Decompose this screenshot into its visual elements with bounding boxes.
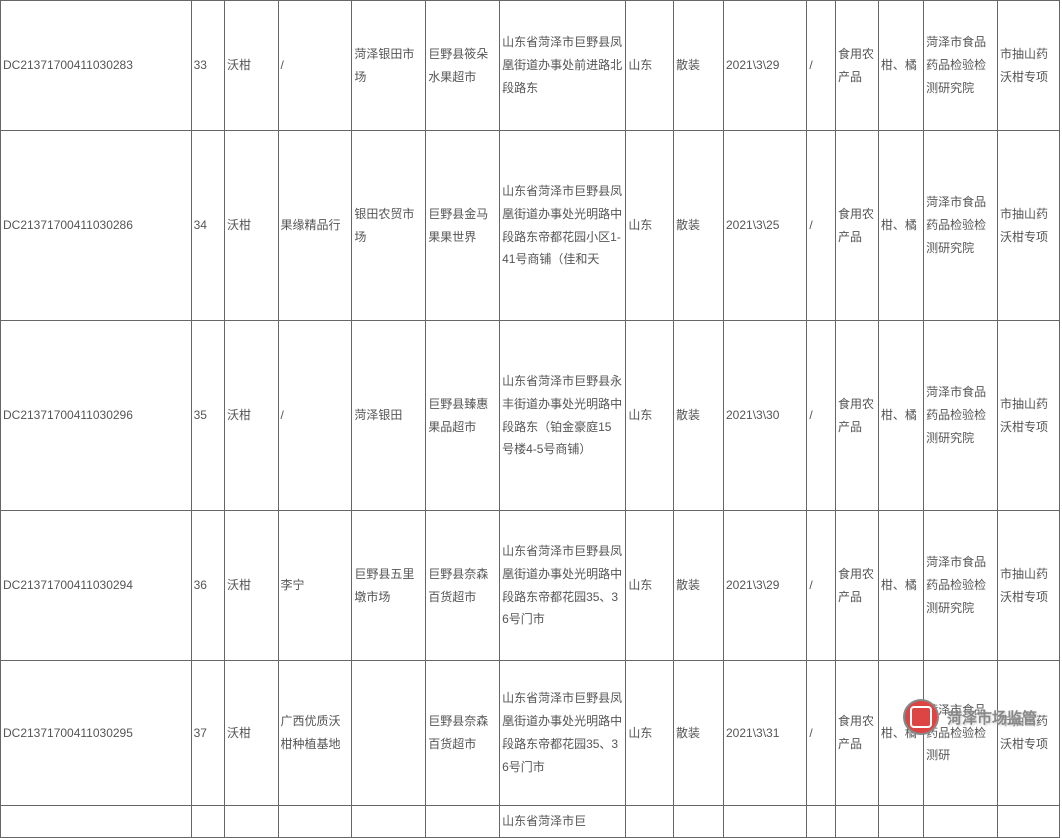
table-cell: 市抽山药沃柑专项 <box>997 131 1059 321</box>
table-row: DC2137170041103028634沃柑果缘精品行银田农贸市场巨野县金马果… <box>1 131 1060 321</box>
table-cell: 2021\3\25 <box>724 131 807 321</box>
table-cell <box>352 661 426 806</box>
table-cell: DC21371700411030294 <box>1 511 192 661</box>
table-cell: 2021\3\29 <box>724 511 807 661</box>
table-cell <box>835 806 878 838</box>
table-cell: 山东省菏泽市巨野县凤凰街道办事处前进路北段路东 <box>500 1 626 131</box>
table-cell <box>997 806 1059 838</box>
table-cell: 食用农产品 <box>835 661 878 806</box>
table-cell: 食用农产品 <box>835 1 878 131</box>
table-cell: DC21371700411030295 <box>1 661 192 806</box>
table-cell: 37 <box>191 661 224 806</box>
table-cell: 山东 <box>626 1 674 131</box>
table-cell: 散装 <box>673 321 723 511</box>
table-cell: 市抽山药沃柑专项 <box>997 1 1059 131</box>
table-cell: 菏泽银田市场 <box>352 1 426 131</box>
table-cell: 山东省菏泽市巨野县凤凰街道办事处光明路中段路东帝都花园小区1-41号商铺（佳和天 <box>500 131 626 321</box>
table-cell: 巨野县筱朵水果超市 <box>426 1 500 131</box>
table-cell: 2021\3\31 <box>724 661 807 806</box>
table-cell: 银田农贸市场 <box>352 131 426 321</box>
table-cell: 沃柑 <box>224 1 278 131</box>
table-cell <box>1 806 192 838</box>
table-cell: 34 <box>191 131 224 321</box>
table-cell: DC21371700411030283 <box>1 1 192 131</box>
watermark-overlay: 菏泽市场监管 <box>893 694 1047 740</box>
table-cell <box>278 806 352 838</box>
table-cell: 36 <box>191 511 224 661</box>
table-cell: / <box>807 131 836 321</box>
watermark-name: 菏泽市场监管 <box>947 707 1037 728</box>
table-cell: DC21371700411030296 <box>1 321 192 511</box>
table-cell: 山东省菏泽市巨 <box>500 806 626 838</box>
table-cell: 柑、橘 <box>878 511 923 661</box>
table-cell: / <box>807 321 836 511</box>
table-cell: 沃柑 <box>224 321 278 511</box>
table-cell: DC21371700411030286 <box>1 131 192 321</box>
table-cell: 食用农产品 <box>835 511 878 661</box>
table-cell: 35 <box>191 321 224 511</box>
table-cell: 果缘精品行 <box>278 131 352 321</box>
table-cell: 菏泽市食品药品检验检测研究院 <box>924 511 998 661</box>
table-cell: 沃柑 <box>224 511 278 661</box>
table-cell: / <box>278 321 352 511</box>
table-cell: 山东 <box>626 321 674 511</box>
watermark-avatar <box>903 699 939 735</box>
table-cell: 山东 <box>626 661 674 806</box>
table-cell <box>924 806 998 838</box>
table-cell: 山东省菏泽市巨野县凤凰街道办事处光明路中段路东帝都花园35、36号门市 <box>500 511 626 661</box>
table-cell: 山东 <box>626 131 674 321</box>
table-cell <box>191 806 224 838</box>
table-cell: 菏泽市食品药品检验检测研究院 <box>924 131 998 321</box>
table-cell: 山东省菏泽市巨野县永丰街道办事处光明路中段路东（铂金豪庭15号楼4-5号商铺） <box>500 321 626 511</box>
table-cell: 散装 <box>673 661 723 806</box>
table-cell: 柑、橘 <box>878 1 923 131</box>
table-cell: 沃柑 <box>224 661 278 806</box>
table-cell: 沃柑 <box>224 131 278 321</box>
table-cell: 市抽山药沃柑专项 <box>997 321 1059 511</box>
table-cell <box>878 806 923 838</box>
table-cell <box>673 806 723 838</box>
table-cell: 山东省菏泽市巨野县凤凰街道办事处光明路中段路东帝都花园35、36号门市 <box>500 661 626 806</box>
table-cell <box>807 806 836 838</box>
table-cell <box>626 806 674 838</box>
table-cell: 李宁 <box>278 511 352 661</box>
table-cell: 巨野县奈森百货超市 <box>426 511 500 661</box>
table-cell: 散装 <box>673 1 723 131</box>
table-cell: 食用农产品 <box>835 131 878 321</box>
table-cell: 散装 <box>673 131 723 321</box>
table-row: DC2137170041103028333沃柑/菏泽银田市场巨野县筱朵水果超市山… <box>1 1 1060 131</box>
table-cell: 山东 <box>626 511 674 661</box>
table-cell: 巨野县五里墩市场 <box>352 511 426 661</box>
table-cell: / <box>807 511 836 661</box>
table-cell: / <box>807 1 836 131</box>
table-cell: 菏泽银田 <box>352 321 426 511</box>
table-cell: 33 <box>191 1 224 131</box>
table-cell: 市抽山药沃柑专项 <box>997 511 1059 661</box>
table-cell: 柑、橘 <box>878 321 923 511</box>
table-cell: 巨野县臻惠果品超市 <box>426 321 500 511</box>
table-cell <box>724 806 807 838</box>
table-cell: 柑、橘 <box>878 131 923 321</box>
table-cell: 巨野县奈森百货超市 <box>426 661 500 806</box>
table-cell: 散装 <box>673 511 723 661</box>
table-cell: 广西优质沃柑种植基地 <box>278 661 352 806</box>
table-cell: 2021\3\29 <box>724 1 807 131</box>
table-cell <box>426 806 500 838</box>
table-cell: / <box>807 661 836 806</box>
table-cell: 菏泽市食品药品检验检测研究院 <box>924 1 998 131</box>
table-cell: 菏泽市食品药品检验检测研究院 <box>924 321 998 511</box>
table-cell <box>224 806 278 838</box>
table-cell: 巨野县金马果果世界 <box>426 131 500 321</box>
table-row: DC2137170041103029635沃柑/菏泽银田巨野县臻惠果品超市山东省… <box>1 321 1060 511</box>
table-cell: 食用农产品 <box>835 321 878 511</box>
table-cell: 2021\3\30 <box>724 321 807 511</box>
table-row: 山东省菏泽市巨 <box>1 806 1060 838</box>
table-cell: / <box>278 1 352 131</box>
table-cell <box>352 806 426 838</box>
table-row: DC2137170041103029436沃柑李宁巨野县五里墩市场巨野县奈森百货… <box>1 511 1060 661</box>
